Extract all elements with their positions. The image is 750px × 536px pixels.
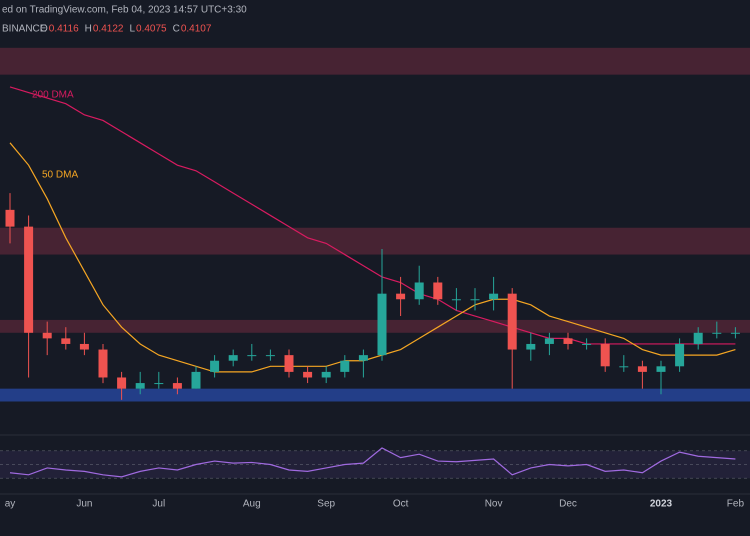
x-axis: ay Jun Jul Aug Sep Oct Nov Dec 2023 Feb	[5, 499, 745, 510]
zones	[0, 47, 750, 402]
ohlc-label: L	[129, 24, 135, 35]
moving-averages	[9, 86, 736, 373]
ohlc-readout: O 0.4116 H 0.4122 L 0.4075 C 0.4107	[40, 24, 212, 35]
x-tick-label: Aug	[243, 499, 261, 510]
candle-body	[340, 360, 350, 372]
ohlc-label: H	[85, 24, 92, 35]
series-label: 200 DMA	[32, 90, 74, 101]
candle-body	[79, 343, 89, 350]
ohlc-label: O	[40, 24, 48, 35]
candle-body	[582, 343, 592, 345]
price-zone	[0, 388, 750, 402]
candle-body	[303, 371, 313, 378]
candle-body	[489, 293, 499, 300]
candle-body	[637, 366, 647, 372]
ohlc-label: C	[173, 24, 180, 35]
candle-body	[544, 338, 554, 344]
candles	[5, 193, 740, 400]
candle-body	[284, 355, 294, 372]
ohlc-value: 0.4075	[136, 24, 167, 35]
x-tick-label: ay	[5, 499, 16, 510]
candle-body	[228, 355, 238, 361]
price-zone	[0, 319, 750, 333]
candle-body	[433, 282, 443, 300]
candle-body	[5, 209, 15, 227]
candle-body	[191, 371, 201, 389]
candle-body	[656, 366, 666, 372]
candle-body	[619, 366, 629, 368]
candle-body	[135, 383, 145, 389]
x-tick-label: Jun	[76, 499, 92, 510]
candle-body	[675, 343, 685, 367]
candle-body	[377, 293, 387, 356]
ma-line	[9, 86, 736, 345]
header: ed on TradingView.com, Feb 04, 2023 14:5…	[2, 5, 247, 16]
ma-line	[9, 142, 736, 373]
candle-body	[563, 338, 573, 344]
candle-body	[396, 293, 406, 300]
candle-body	[526, 343, 536, 350]
legend: 200 DMA 50 DMA	[32, 90, 78, 181]
candle-body	[358, 355, 368, 361]
candle-body	[42, 332, 52, 339]
x-tick-label: Nov	[485, 499, 503, 510]
candle-body	[321, 371, 331, 378]
candle-body	[600, 343, 610, 367]
x-tick-label: Sep	[317, 499, 335, 510]
candle-body	[117, 377, 127, 389]
candle-body	[712, 332, 722, 334]
ohlc-value: 0.4107	[181, 24, 212, 35]
ohlc-value: 0.4116	[49, 24, 79, 35]
candle-body	[172, 383, 182, 389]
rsi-panel	[0, 447, 750, 479]
candle-body	[414, 282, 424, 300]
candle-body	[693, 332, 703, 344]
candle-body	[507, 293, 517, 350]
candle-body	[265, 355, 275, 357]
x-tick-label: Dec	[559, 499, 577, 510]
exchange: BINANCE	[2, 24, 47, 35]
ohlc-value: 0.4122	[93, 24, 124, 35]
rsi-line	[9, 447, 736, 478]
candle-body	[470, 299, 480, 301]
candle-body	[98, 349, 108, 378]
candle-body	[730, 332, 740, 334]
price-zone	[0, 227, 750, 255]
price-zone	[0, 47, 750, 75]
candle-body	[210, 360, 220, 372]
candle-body	[24, 226, 34, 333]
candle-body	[154, 383, 164, 385]
candle-body	[247, 355, 257, 357]
x-tick-label: Jul	[152, 499, 165, 510]
candle-body	[451, 299, 461, 301]
x-tick-label: 2023	[650, 499, 673, 510]
x-tick-label: Feb	[727, 499, 745, 510]
x-tick-label: Oct	[393, 499, 409, 510]
series-label: 50 DMA	[42, 170, 78, 181]
candle-body	[61, 338, 71, 344]
